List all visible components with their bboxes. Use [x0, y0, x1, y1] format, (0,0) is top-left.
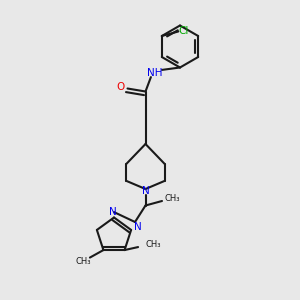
Text: N: N	[134, 222, 142, 232]
Text: CH₃: CH₃	[146, 240, 161, 249]
Text: CH₃: CH₃	[164, 194, 180, 203]
Text: NH: NH	[147, 68, 162, 79]
Text: N: N	[109, 207, 116, 217]
Text: CH₃: CH₃	[76, 257, 91, 266]
Text: Cl: Cl	[178, 26, 189, 36]
Text: O: O	[117, 82, 125, 92]
Text: N: N	[142, 185, 149, 196]
